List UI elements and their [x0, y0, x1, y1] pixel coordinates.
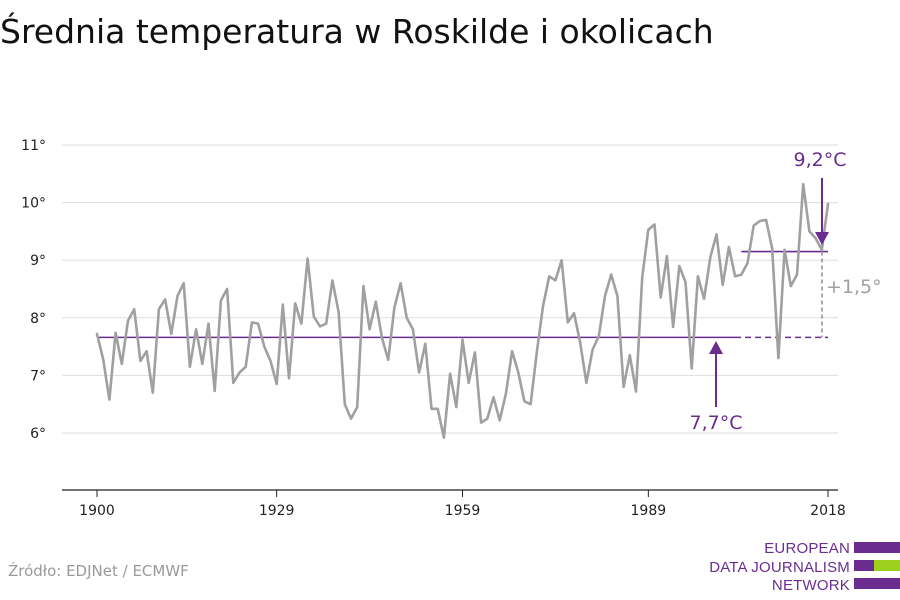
difference-label: +1,5°	[826, 276, 882, 298]
source-note: Źródło: EDJNet / ECMWF	[8, 562, 189, 580]
logo-line-1: EUROPEAN	[764, 540, 850, 557]
y-tick-label: 6°	[30, 426, 46, 442]
logo-line-3: NETWORK	[771, 577, 850, 594]
logo-bar-bottom	[854, 578, 900, 589]
annotations: 7,7°C 9,2°C +1,5°	[690, 149, 882, 434]
label-mean-new: 9,2°C	[794, 149, 847, 171]
logo-bar-top	[854, 542, 900, 553]
gridlines	[62, 144, 838, 434]
y-tick-label: 8°	[30, 311, 46, 327]
reference-lines	[97, 250, 828, 339]
y-tick-label: 9°	[30, 253, 46, 269]
logo-bars-icon	[854, 540, 900, 598]
chart-title: Średnia temperatura w Roskilde i okolica…	[0, 12, 714, 51]
y-tick-label: 10°	[21, 196, 46, 212]
x-axis: 1900 1929 1959 1989 2018	[62, 489, 846, 519]
arrow-up-icon	[709, 341, 723, 354]
logo-wordmark: EUROPEAN DATA JOURNALISM NETWORK	[709, 540, 850, 596]
temperature-series-line	[95, 182, 830, 439]
logo-line-2: DATA JOURNALISM	[709, 558, 850, 576]
label-mean-old: 7,7°C	[690, 412, 743, 434]
x-tick-label: 1929	[259, 503, 295, 519]
x-tick-label: 1989	[631, 503, 667, 519]
y-tick-label: 7°	[30, 368, 46, 384]
x-tick-label: 1900	[79, 503, 115, 519]
logo-bar-green	[874, 560, 900, 571]
series-group	[95, 182, 830, 439]
y-tick-label: 11°	[21, 138, 46, 154]
y-axis-tick-labels: 6° 7° 8° 9° 10° 11°	[21, 138, 46, 442]
x-tick-label: 1959	[445, 503, 481, 519]
x-tick-label: 2018	[810, 503, 846, 519]
edjnet-logo: EUROPEAN DATA JOURNALISM NETWORK	[700, 540, 900, 598]
logo-bar-middle	[854, 560, 900, 571]
arrow-down-icon	[815, 232, 829, 245]
